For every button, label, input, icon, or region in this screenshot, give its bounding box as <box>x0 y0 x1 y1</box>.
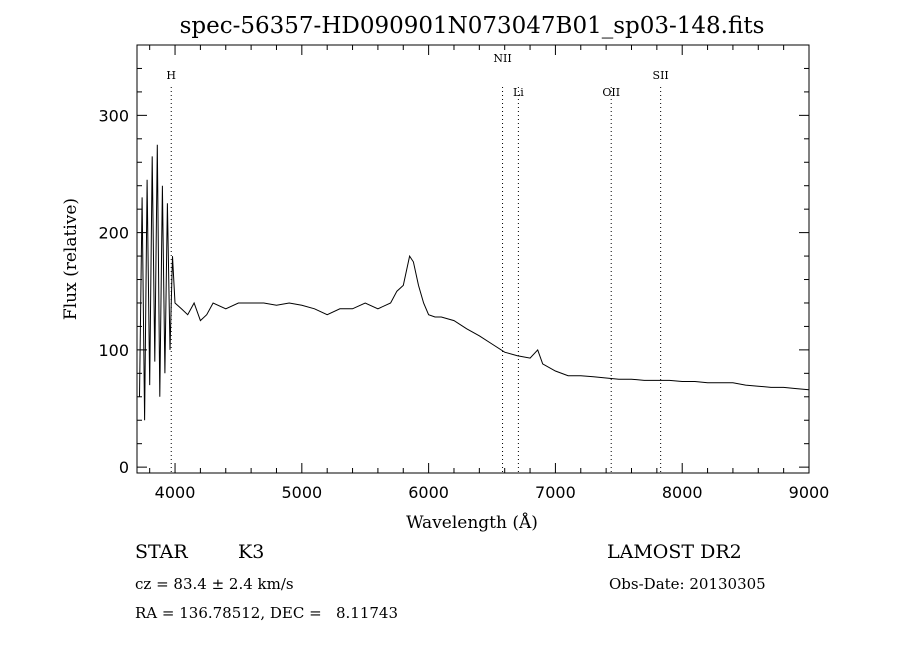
x-tick-label: 6000 <box>408 483 449 502</box>
spectrum-line <box>139 144 810 421</box>
y-tick-label: 300 <box>98 106 129 125</box>
x-tick-label: 9000 <box>789 483 830 502</box>
axis-ticks: 4000 5000 6000 7000 8000 9000 0 100 200 300 <box>98 45 829 502</box>
object-class: STAR <box>135 541 188 563</box>
spectral-line-markers: H NII Li OII SII <box>166 52 669 473</box>
line-marker-label: H <box>166 69 176 82</box>
x-axis-label: Wavelength (Å) <box>406 512 538 533</box>
coordinates: RA = 136.78512, DEC = 8.11743 <box>135 604 399 622</box>
x-tick-label: 7000 <box>535 483 576 502</box>
y-axis-label: Flux (relative) <box>61 198 81 320</box>
x-tick-label: 4000 <box>155 483 196 502</box>
plot-frame <box>136 44 810 474</box>
survey-name: LAMOST DR2 <box>607 541 742 563</box>
line-marker-label: SII <box>653 69 669 82</box>
x-tick-label: 8000 <box>662 483 703 502</box>
observation-date: Obs-Date: 20130305 <box>609 575 766 593</box>
line-marker-label: Li <box>513 86 524 99</box>
line-marker-label: OII <box>602 86 620 99</box>
object-subclass: K3 <box>238 541 265 563</box>
y-tick-label: 100 <box>98 341 129 360</box>
chart-title: spec-56357-HD090901N073047B01_sp03-148.f… <box>180 13 765 39</box>
x-tick-label: 5000 <box>281 483 322 502</box>
y-tick-label: 200 <box>98 224 129 243</box>
line-marker-label: NII <box>493 52 511 65</box>
redshift-value: cz = 83.4 ± 2.4 km/s <box>135 575 294 593</box>
y-tick-label: 0 <box>119 458 129 477</box>
